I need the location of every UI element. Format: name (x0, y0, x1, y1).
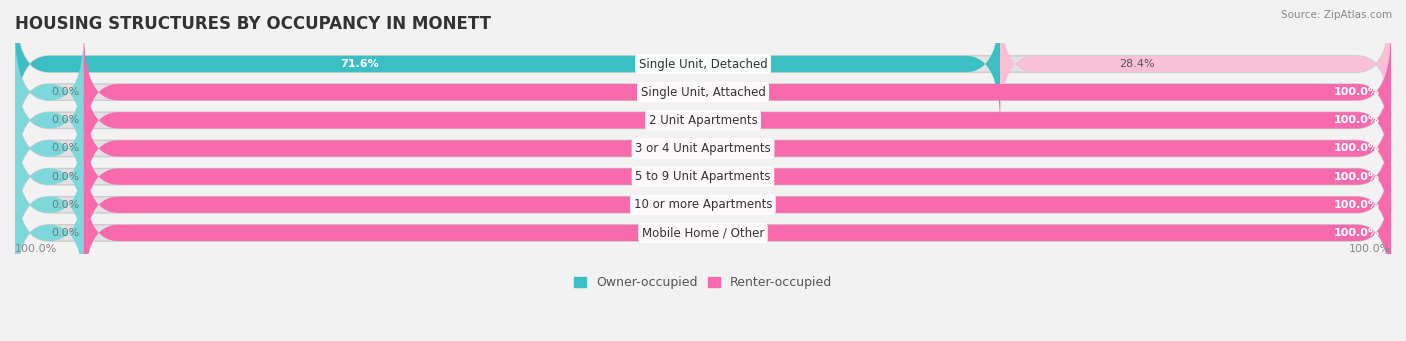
FancyBboxPatch shape (15, 143, 84, 267)
Text: HOUSING STRUCTURES BY OCCUPANCY IN MONETT: HOUSING STRUCTURES BY OCCUPANCY IN MONET… (15, 15, 491, 33)
FancyBboxPatch shape (1000, 2, 1391, 126)
Text: 100.0%: 100.0% (1334, 115, 1381, 125)
FancyBboxPatch shape (15, 30, 1391, 154)
Text: 71.6%: 71.6% (340, 59, 380, 69)
Text: 3 or 4 Unit Apartments: 3 or 4 Unit Apartments (636, 142, 770, 155)
FancyBboxPatch shape (15, 58, 1391, 182)
Text: 100.0%: 100.0% (15, 244, 58, 254)
FancyBboxPatch shape (15, 143, 1391, 267)
Text: 10 or more Apartments: 10 or more Apartments (634, 198, 772, 211)
Text: Single Unit, Detached: Single Unit, Detached (638, 58, 768, 71)
Text: 100.0%: 100.0% (1334, 172, 1381, 182)
FancyBboxPatch shape (15, 2, 1391, 126)
FancyBboxPatch shape (84, 86, 1391, 211)
Text: 0.0%: 0.0% (52, 144, 80, 153)
FancyBboxPatch shape (84, 171, 1391, 295)
Text: 5 to 9 Unit Apartments: 5 to 9 Unit Apartments (636, 170, 770, 183)
Legend: Owner-occupied, Renter-occupied: Owner-occupied, Renter-occupied (568, 271, 838, 294)
Text: 0.0%: 0.0% (52, 87, 80, 97)
FancyBboxPatch shape (15, 171, 1391, 295)
FancyBboxPatch shape (84, 30, 1391, 154)
Text: 100.0%: 100.0% (1334, 200, 1381, 210)
FancyBboxPatch shape (15, 114, 84, 239)
Text: 100.0%: 100.0% (1334, 228, 1381, 238)
Text: 100.0%: 100.0% (1334, 87, 1381, 97)
FancyBboxPatch shape (15, 2, 1000, 126)
Text: 2 Unit Apartments: 2 Unit Apartments (648, 114, 758, 127)
Text: 0.0%: 0.0% (52, 115, 80, 125)
FancyBboxPatch shape (84, 58, 1391, 182)
FancyBboxPatch shape (15, 86, 84, 211)
FancyBboxPatch shape (15, 114, 1391, 239)
Text: Mobile Home / Other: Mobile Home / Other (641, 226, 765, 239)
FancyBboxPatch shape (15, 30, 84, 154)
Text: 100.0%: 100.0% (1348, 244, 1391, 254)
FancyBboxPatch shape (15, 58, 84, 182)
Text: 0.0%: 0.0% (52, 228, 80, 238)
FancyBboxPatch shape (15, 86, 1391, 211)
Text: 100.0%: 100.0% (1334, 144, 1381, 153)
FancyBboxPatch shape (84, 114, 1391, 239)
Text: 0.0%: 0.0% (52, 172, 80, 182)
FancyBboxPatch shape (15, 171, 84, 295)
Text: 0.0%: 0.0% (52, 200, 80, 210)
Text: Single Unit, Attached: Single Unit, Attached (641, 86, 765, 99)
Text: Source: ZipAtlas.com: Source: ZipAtlas.com (1281, 10, 1392, 20)
Text: 28.4%: 28.4% (1119, 59, 1154, 69)
FancyBboxPatch shape (84, 143, 1391, 267)
